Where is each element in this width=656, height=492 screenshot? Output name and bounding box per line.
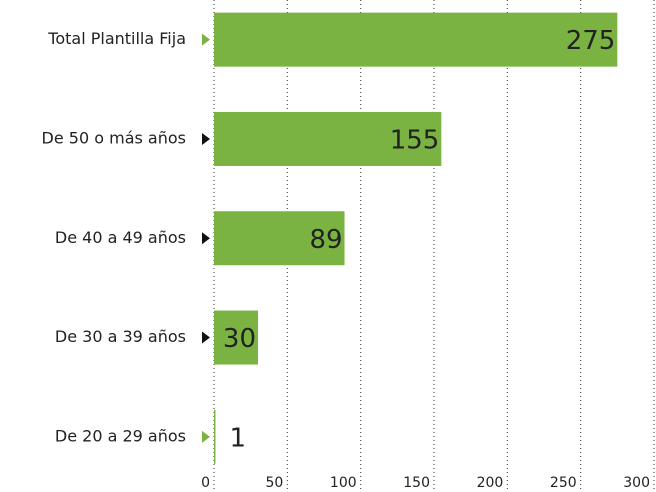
value-label: 89 xyxy=(309,225,342,255)
category-marker xyxy=(202,331,210,344)
category-label: De 50 o más años xyxy=(42,128,186,147)
category-marker xyxy=(202,232,210,245)
category-marker xyxy=(202,132,210,145)
x-tick-label: 100 xyxy=(330,475,357,491)
value-label: 155 xyxy=(390,125,440,155)
bar xyxy=(214,409,216,464)
x-tick-label: 250 xyxy=(550,475,577,491)
category-label: Total Plantilla Fija xyxy=(47,29,186,48)
x-tick-label: 50 xyxy=(266,475,284,491)
value-label: 30 xyxy=(223,324,256,354)
category-label: De 30 a 39 años xyxy=(55,327,186,346)
category-label: De 40 a 49 años xyxy=(55,228,186,247)
value-label: 1 xyxy=(229,423,246,453)
x-tick-label: 0 xyxy=(201,475,210,491)
bar xyxy=(214,111,442,166)
category-label: De 20 a 29 años xyxy=(55,426,186,445)
bar xyxy=(214,211,345,266)
bar xyxy=(214,310,258,365)
category-marker xyxy=(202,33,210,46)
bar xyxy=(214,12,618,67)
x-tick-label: 200 xyxy=(477,475,504,491)
value-label: 275 xyxy=(566,26,616,56)
category-marker xyxy=(202,430,210,443)
x-tick-label: 300 xyxy=(623,475,650,491)
x-tick-label: 150 xyxy=(403,475,430,491)
